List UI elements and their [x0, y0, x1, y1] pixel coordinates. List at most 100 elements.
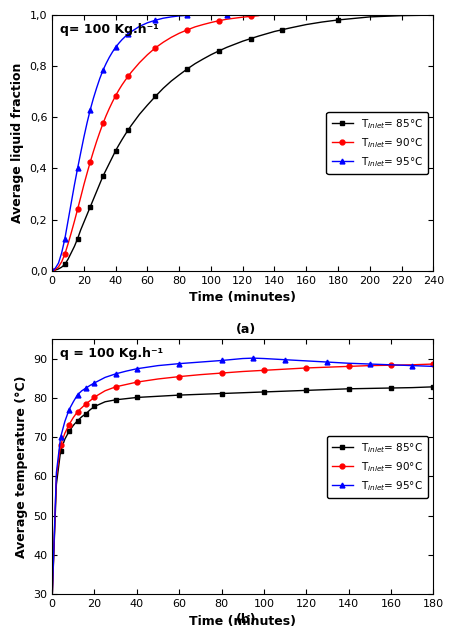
- T$_{inlet}$= 95°C: [75, 391, 80, 399]
- T$_{Inlet}$= 90°C: [69, 229, 74, 236]
- T$_{Inlet}$= 95°C: [113, 43, 118, 51]
- T$_{Inlet}$= 90°C: [200, 20, 206, 28]
- T$_{inlet}$= 85°C: [113, 396, 118, 404]
- T$_{inlet}$= 90°C: [54, 473, 59, 481]
- T$_{Inlet}$= 85°C: [50, 267, 55, 275]
- T$_{inlet}$= 95°C: [92, 379, 97, 387]
- T$_{inlet}$= 85°C: [58, 447, 63, 455]
- T$_{Inlet}$= 95°C: [122, 33, 128, 40]
- Line: T$_{inlet}$= 85°C: T$_{inlet}$= 85°C: [50, 385, 436, 601]
- Text: q = 100 Kg.h⁻¹: q = 100 Kg.h⁻¹: [60, 346, 163, 360]
- T$_{inlet}$= 95°C: [50, 594, 55, 602]
- T$_{Inlet}$= 90°C: [137, 59, 142, 66]
- T$_{Inlet}$= 85°C: [177, 71, 182, 79]
- T$_{Inlet}$= 90°C: [122, 77, 128, 84]
- T$_{Inlet}$= 90°C: [97, 128, 102, 136]
- T$_{Inlet}$= 90°C: [126, 72, 131, 80]
- T$_{inlet}$= 95°C: [430, 362, 436, 370]
- Y-axis label: Average temperature (°C): Average temperature (°C): [15, 376, 28, 558]
- T$_{Inlet}$= 90°C: [184, 26, 190, 34]
- T$_{inlet}$= 95°C: [66, 406, 72, 413]
- T$_{Inlet}$= 90°C: [145, 51, 150, 59]
- T$_{inlet}$= 90°C: [87, 397, 93, 404]
- T$_{Inlet}$= 95°C: [137, 22, 142, 30]
- T$_{Inlet}$= 90°C: [94, 137, 99, 145]
- T$_{Inlet}$= 95°C: [119, 36, 125, 43]
- T$_{Inlet}$= 90°C: [177, 29, 182, 37]
- T$_{Inlet}$= 90°C: [56, 263, 61, 271]
- T$_{inlet}$= 90°C: [177, 373, 182, 380]
- T$_{inlet}$= 85°C: [325, 386, 330, 394]
- T$_{Inlet}$= 90°C: [192, 23, 198, 31]
- T$_{Inlet}$= 95°C: [78, 149, 83, 157]
- T$_{Inlet}$= 95°C: [100, 66, 106, 74]
- T$_{inlet}$= 95°C: [197, 358, 203, 366]
- T$_{inlet}$= 95°C: [54, 469, 59, 477]
- Text: (a): (a): [236, 323, 256, 335]
- T$_{Inlet}$= 95°C: [177, 12, 182, 20]
- T$_{Inlet}$= 95°C: [145, 19, 150, 27]
- T$_{Inlet}$= 95°C: [69, 199, 74, 207]
- T$_{Inlet}$= 95°C: [91, 95, 96, 102]
- T$_{inlet}$= 90°C: [62, 429, 68, 437]
- T$_{Inlet}$= 90°C: [119, 81, 125, 89]
- T$_{inlet}$= 85°C: [430, 383, 436, 390]
- T$_{inlet}$= 95°C: [177, 360, 182, 367]
- T$_{Inlet}$= 90°C: [81, 181, 86, 189]
- T$_{Inlet}$= 90°C: [106, 105, 112, 112]
- T$_{inlet}$= 85°C: [75, 417, 80, 424]
- T$_{Inlet}$= 85°C: [192, 60, 198, 68]
- T$_{Inlet}$= 90°C: [75, 206, 80, 213]
- T$_{inlet}$= 85°C: [123, 395, 129, 403]
- T$_{Inlet}$= 90°C: [71, 217, 77, 225]
- T$_{inlet}$= 85°C: [54, 481, 59, 488]
- T$_{inlet}$= 85°C: [346, 385, 351, 392]
- T$_{Inlet}$= 90°C: [53, 266, 58, 273]
- T$_{Inlet}$= 95°C: [81, 133, 86, 141]
- T$_{inlet}$= 85°C: [367, 385, 373, 392]
- T$_{inlet}$= 95°C: [87, 381, 93, 389]
- T$_{Inlet}$= 90°C: [100, 119, 106, 127]
- T$_{Inlet}$= 95°C: [168, 13, 174, 20]
- T$_{inlet}$= 90°C: [92, 393, 97, 401]
- T$_{inlet}$= 85°C: [66, 427, 72, 435]
- T$_{inlet}$= 95°C: [62, 418, 68, 426]
- T$_{Inlet}$= 90°C: [116, 86, 121, 94]
- T$_{inlet}$= 90°C: [71, 413, 76, 421]
- T$_{Inlet}$= 90°C: [91, 148, 96, 155]
- Line: T$_{Inlet}$= 85°C: T$_{Inlet}$= 85°C: [50, 13, 436, 273]
- T$_{inlet}$= 90°C: [155, 375, 161, 383]
- T$_{inlet}$= 95°C: [79, 387, 85, 395]
- T$_{inlet}$= 90°C: [75, 408, 80, 415]
- T$_{Inlet}$= 95°C: [200, 12, 206, 19]
- T$_{Inlet}$= 90°C: [110, 98, 115, 105]
- T$_{inlet}$= 85°C: [219, 390, 224, 397]
- X-axis label: Time (minutes): Time (minutes): [189, 615, 296, 628]
- T$_{inlet}$= 95°C: [71, 398, 76, 406]
- Legend: T$_{Inlet}$= 85°C, T$_{Inlet}$= 90°C, T$_{Inlet}$= 95°C: T$_{Inlet}$= 85°C, T$_{Inlet}$= 90°C, T$…: [326, 112, 428, 174]
- T$_{Inlet}$= 90°C: [66, 240, 71, 248]
- T$_{inlet}$= 95°C: [102, 374, 108, 381]
- T$_{Inlet}$= 95°C: [84, 119, 90, 127]
- T$_{Inlet}$= 85°C: [106, 160, 112, 167]
- T$_{Inlet}$= 90°C: [78, 193, 83, 201]
- T$_{inlet}$= 90°C: [410, 361, 415, 369]
- T$_{Inlet}$= 90°C: [129, 68, 134, 75]
- T$_{Inlet}$= 85°C: [62, 261, 68, 268]
- T$_{inlet}$= 95°C: [325, 358, 330, 366]
- T$_{Inlet}$= 95°C: [87, 106, 93, 114]
- T$_{inlet}$= 90°C: [367, 362, 373, 369]
- T$_{Inlet}$= 95°C: [161, 14, 166, 22]
- T$_{inlet}$= 85°C: [87, 406, 93, 413]
- T$_{Inlet}$= 85°C: [126, 126, 131, 134]
- Line: T$_{Inlet}$= 90°C: T$_{Inlet}$= 90°C: [50, 13, 261, 273]
- T$_{inlet}$= 95°C: [388, 361, 394, 369]
- T$_{Inlet}$= 95°C: [71, 181, 77, 189]
- T$_{inlet}$= 95°C: [123, 367, 129, 375]
- T$_{inlet}$= 85°C: [83, 410, 89, 417]
- T$_{inlet}$= 90°C: [83, 400, 89, 408]
- T$_{inlet}$= 90°C: [66, 420, 72, 428]
- T$_{inlet}$= 90°C: [282, 366, 288, 373]
- T$_{inlet}$= 85°C: [71, 422, 76, 429]
- T$_{inlet}$= 95°C: [240, 355, 245, 362]
